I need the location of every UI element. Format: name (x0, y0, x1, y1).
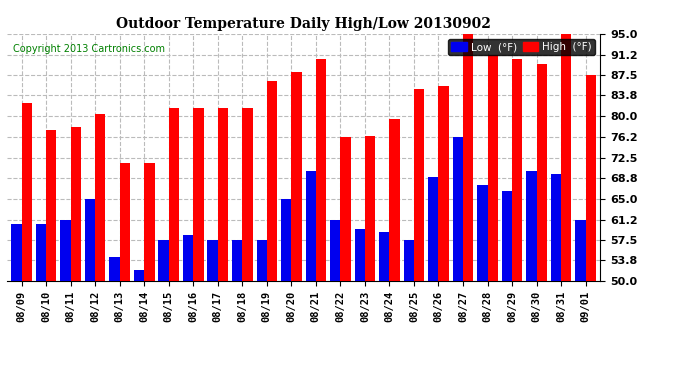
Bar (488, 55, 497, 281)
Bar (291, 72, 302, 281)
Bar (110, 256, 119, 281)
Bar (306, 171, 316, 281)
Bar (502, 190, 512, 281)
Bar (537, 64, 547, 281)
Bar (512, 58, 522, 281)
Bar (281, 199, 291, 281)
Bar (526, 171, 537, 281)
Bar (355, 229, 365, 281)
Bar (218, 108, 228, 281)
Bar (11, 224, 21, 281)
Bar (428, 177, 438, 281)
Bar (575, 220, 586, 281)
Bar (438, 86, 449, 281)
Bar (586, 75, 596, 281)
Bar (95, 114, 106, 281)
Bar (389, 119, 400, 281)
Bar (208, 240, 218, 281)
Bar (242, 108, 253, 281)
Bar (193, 108, 204, 281)
Bar (169, 108, 179, 281)
Bar (340, 137, 351, 281)
Bar (330, 220, 340, 281)
Bar (267, 81, 277, 281)
Bar (561, 34, 571, 281)
Bar (463, 34, 473, 281)
Bar (70, 127, 81, 281)
Bar (60, 220, 70, 281)
Bar (36, 224, 46, 281)
Bar (316, 58, 326, 281)
Bar (379, 232, 389, 281)
Bar (119, 163, 130, 281)
Bar (232, 240, 242, 281)
Bar (183, 234, 193, 281)
Legend: Low  (°F), High  (°F): Low (°F), High (°F) (448, 39, 595, 56)
Bar (551, 174, 561, 281)
Bar (21, 102, 32, 281)
Bar (159, 240, 169, 281)
Bar (134, 270, 144, 281)
Bar (453, 137, 463, 281)
Bar (404, 240, 414, 281)
Bar (365, 135, 375, 281)
Bar (144, 163, 155, 281)
Title: Outdoor Temperature Daily High/Low 20130902: Outdoor Temperature Daily High/Low 20130… (116, 17, 491, 31)
Bar (257, 240, 267, 281)
Bar (414, 89, 424, 281)
Bar (46, 130, 57, 281)
Text: Copyright 2013 Cartronics.com: Copyright 2013 Cartronics.com (13, 44, 165, 54)
Bar (85, 199, 95, 281)
Bar (477, 185, 488, 281)
